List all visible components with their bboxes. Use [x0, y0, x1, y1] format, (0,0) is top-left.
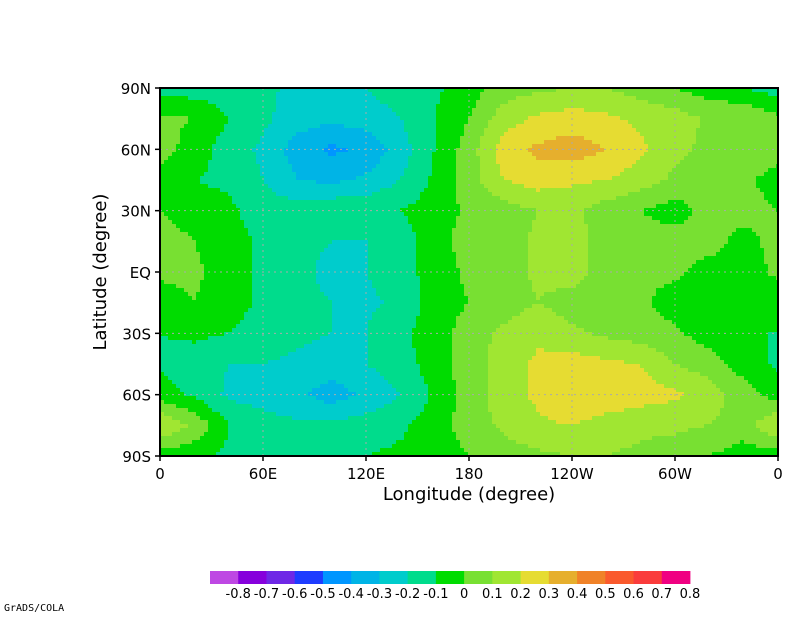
colorbar-swatch: [435, 571, 465, 584]
colorbar-swatch: [492, 571, 521, 584]
y-axis-title: Latitude (degree): [90, 194, 111, 351]
x-axis-title: Longitude (degree): [383, 484, 555, 505]
colorbar-label: 0.7: [651, 587, 672, 602]
grid-lines: [160, 88, 778, 456]
colorbar-swatch: [379, 571, 409, 584]
colorbar-swatch: [351, 571, 380, 584]
x-axis: 0 60E 120E 180 120W 60W 0: [155, 456, 783, 483]
contour-field: [160, 88, 778, 456]
colorbar-label: 0.1: [482, 587, 503, 602]
colorbar-label: 0.3: [538, 587, 559, 602]
colorbar-swatch: [464, 571, 493, 584]
x-tick-label: 180: [455, 465, 484, 483]
colorbar-swatch: [322, 571, 352, 584]
colorbar-label: -0.3: [367, 587, 392, 602]
y-tick-label: 90S: [122, 448, 151, 466]
colorbar: -0.8 -0.7 -0.6 -0.5 -0.4 -0.3 -0.2 -0.1 0 0.1 0.2 0…: [210, 571, 700, 602]
colorbar-label: 0: [460, 587, 468, 602]
y-tick-label: 60N: [121, 141, 151, 159]
colorbar-swatch: [266, 571, 296, 584]
colorbar-label: -0.2: [395, 587, 420, 602]
colorbar-label: 0.8: [680, 587, 701, 602]
y-tick-label: 30N: [121, 203, 151, 221]
colorbar-swatch: [210, 571, 239, 584]
x-tick-label: 0: [773, 465, 783, 483]
y-tick-label: 90N: [121, 80, 151, 98]
x-tick-label: 0: [155, 465, 165, 483]
colorbar-swatch: [548, 571, 578, 584]
y-tick-label: EQ: [130, 264, 151, 282]
colorbar-label: -0.4: [338, 587, 363, 602]
colorbar-label: -0.5: [310, 587, 335, 602]
colorbar-label: -0.1: [423, 587, 448, 602]
x-tick-label: 60E: [249, 465, 278, 483]
colorbar-swatch: [294, 571, 324, 584]
colorbar-swatch: [605, 571, 634, 584]
colorbar-label: -0.6: [282, 587, 307, 602]
colorbar-label: 0.6: [623, 587, 644, 602]
credit-text: GrADS/COLA: [4, 603, 65, 614]
colorbar-label: 0.5: [595, 587, 616, 602]
y-tick-label: 60S: [122, 387, 151, 405]
colorbar-label: 0.4: [567, 587, 588, 602]
x-tick-label: 120E: [347, 465, 385, 483]
x-tick-label: 120W: [550, 465, 594, 483]
x-tick-label: 60W: [658, 465, 692, 483]
colorbar-swatch: [238, 571, 267, 584]
colorbar-swatch: [661, 571, 691, 584]
y-tick-label: 30S: [122, 325, 151, 343]
colorbar-swatch: [633, 571, 663, 584]
colorbar-swatch: [407, 571, 437, 584]
colorbar-swatch: [520, 571, 550, 584]
colorbar-label: -0.7: [254, 587, 279, 602]
y-axis: 90S 60S 30S EQ 30N 60N 90N: [121, 80, 160, 466]
colorbar-swatch: [577, 571, 606, 584]
colorbar-label: 0.2: [510, 587, 531, 602]
colorbar-label: -0.8: [226, 587, 251, 602]
